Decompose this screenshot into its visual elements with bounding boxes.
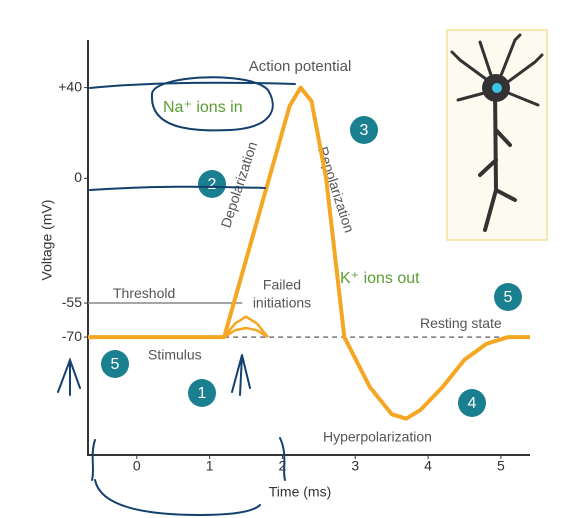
- step-markers: [101, 116, 522, 417]
- step-label: 1: [198, 385, 207, 402]
- annotation: K⁺ ions out: [340, 270, 420, 287]
- step-label: 3: [360, 122, 369, 139]
- failed-initiation-line: [223, 315, 269, 338]
- action-potential-line: [88, 85, 530, 421]
- y-axis-label: Voltage (mV): [39, 200, 55, 281]
- annotation: Stimulus: [148, 347, 202, 363]
- y-tick-label: +40: [58, 78, 82, 94]
- step-label: 2: [208, 176, 217, 193]
- y-tick-label: -70: [62, 328, 82, 344]
- handwritten-marks: [57, 76, 296, 517]
- annotation: initiations: [253, 295, 311, 311]
- annotation: Failed: [263, 277, 301, 293]
- resting-label: Resting state: [420, 315, 502, 331]
- step-label: 5: [111, 356, 120, 373]
- x-tick-label: 2: [279, 458, 287, 474]
- threshold-label: Threshold: [113, 285, 175, 301]
- annotation: Hyperpolarization: [323, 429, 432, 445]
- x-tick-label: 4: [424, 458, 432, 474]
- plot: +40 0 -55 -70 0 1 2 3 4 5 Threshold Resting state: [58, 78, 530, 474]
- x-tick-label: 0: [133, 458, 141, 474]
- x-tick-label: 5: [497, 458, 505, 474]
- step-label: 5: [504, 289, 513, 306]
- y-tick-label: -55: [62, 294, 82, 310]
- failed-initiation-line: [223, 326, 269, 339]
- x-tick-label: 1: [206, 458, 214, 474]
- x-axis-label: Time (ms): [269, 484, 331, 500]
- neuron-illustration: [446, 29, 548, 241]
- x-tick-label: 3: [351, 458, 359, 474]
- chart-title: Action potential: [249, 58, 352, 75]
- step-label: 4: [468, 395, 477, 412]
- annotation: Na⁺ ions in: [163, 99, 243, 116]
- y-tick-label: 0: [74, 169, 82, 185]
